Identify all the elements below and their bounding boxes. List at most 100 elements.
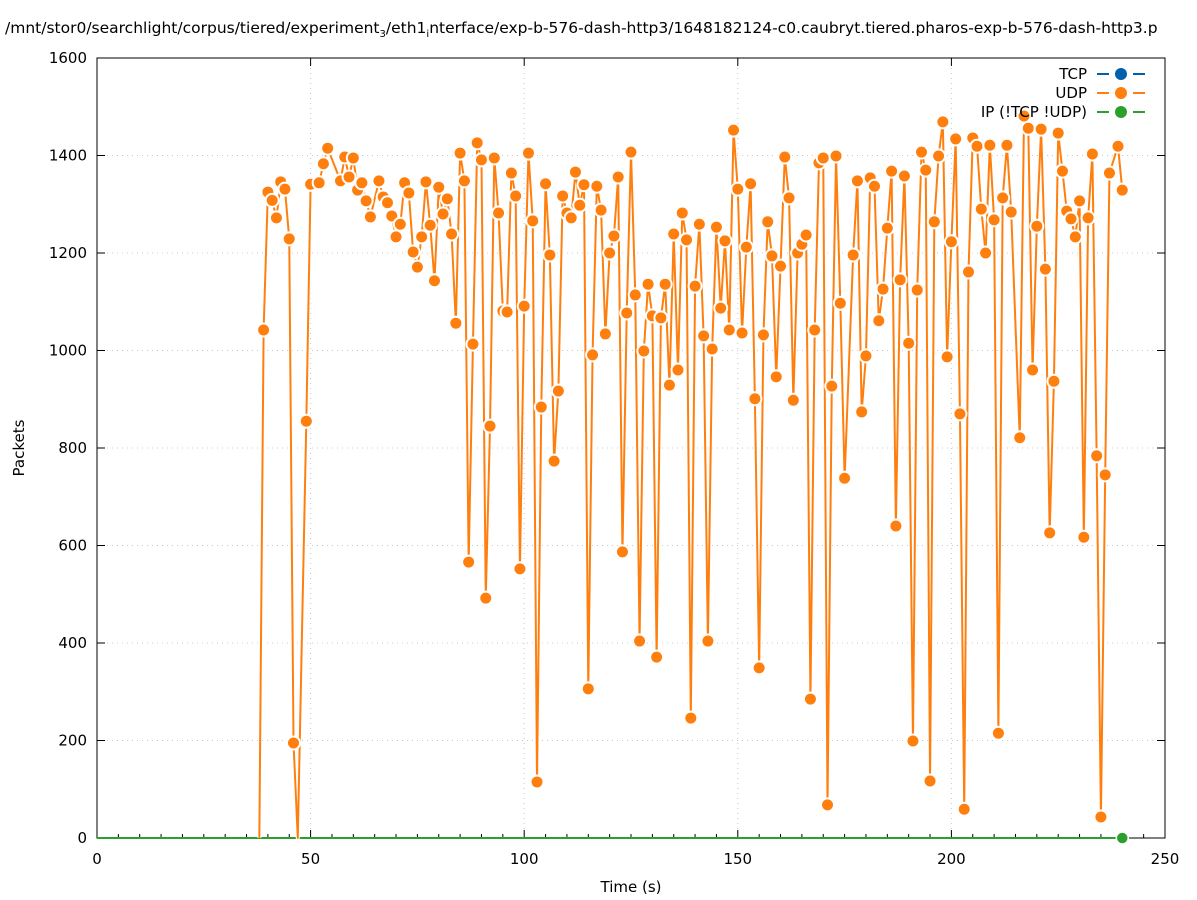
- udp-data-point: [580, 681, 596, 697]
- udp-data-point: [939, 349, 955, 365]
- y-tick-label: 1400: [49, 147, 87, 165]
- udp-data-point: [730, 181, 746, 197]
- y-tick-label: 400: [58, 634, 87, 652]
- udp-data-point: [969, 138, 985, 154]
- udp-data-point: [896, 168, 912, 184]
- series-layer: [97, 108, 1130, 845]
- udp-data-point: [653, 310, 669, 326]
- udp-data-point: [315, 156, 331, 172]
- udp-data-point: [486, 150, 502, 166]
- udp-data-point: [452, 145, 468, 161]
- udp-data-point: [832, 295, 848, 311]
- udp-data-point: [999, 137, 1015, 153]
- udp-data-point: [1067, 229, 1083, 245]
- udp-data-point: [491, 205, 507, 221]
- udp-data-point: [768, 369, 784, 385]
- x-tick-label: 150: [723, 850, 752, 868]
- udp-data-point: [888, 518, 904, 534]
- udp-data-point: [1076, 529, 1092, 545]
- udp-data-point: [482, 418, 498, 434]
- udp-data-point: [1101, 165, 1117, 181]
- udp-data-point: [884, 163, 900, 179]
- udp-data-point: [401, 185, 417, 201]
- udp-data-point: [943, 234, 959, 250]
- y-tick-label: 1000: [49, 342, 87, 360]
- udp-data-point: [444, 226, 460, 242]
- udp-data-point: [640, 276, 656, 292]
- udp-data-point: [345, 150, 361, 166]
- y-tick-label: 1200: [49, 244, 87, 262]
- udp-data-point: [610, 169, 626, 185]
- x-tick-label: 100: [510, 850, 539, 868]
- udp-data-point: [717, 233, 733, 249]
- udp-data-point: [713, 300, 729, 316]
- udp-data-point: [533, 399, 549, 415]
- udp-data-point: [469, 135, 485, 151]
- udp-data-point: [871, 313, 887, 329]
- udp-data-point: [264, 192, 280, 208]
- udp-data-point: [388, 229, 404, 245]
- udp-data-point: [1110, 138, 1126, 154]
- udp-data-point: [422, 217, 438, 233]
- udp-data-point: [734, 325, 750, 341]
- ip-data-point: [1115, 831, 1130, 845]
- udp-data-point: [978, 245, 994, 261]
- y-tick-label: 600: [58, 537, 87, 555]
- udp-data-point: [567, 164, 583, 180]
- udp-data-point: [849, 173, 865, 189]
- udp-data-point: [503, 165, 519, 181]
- title-part: nterface/exp-b-576-dash-http3/1648182124…: [429, 19, 1158, 37]
- title-part: /eth1: [385, 19, 427, 37]
- udp-data-point: [1114, 182, 1130, 198]
- udp-data-point: [922, 773, 938, 789]
- udp-data-point: [781, 190, 797, 206]
- udp-data-point: [379, 195, 395, 211]
- udp-data-point: [679, 232, 695, 248]
- udp-data-point: [354, 175, 370, 191]
- udp-data-point: [286, 735, 302, 751]
- udp-data-point: [1080, 210, 1096, 226]
- udp-data-point: [909, 282, 925, 298]
- udp-data-point: [777, 149, 793, 165]
- udp-data-point: [751, 660, 767, 676]
- legend-marker: [1115, 68, 1127, 80]
- udp-data-point: [465, 336, 481, 352]
- udp-data-point: [627, 287, 643, 303]
- udp-data-point: [875, 281, 891, 297]
- udp-data-point: [1072, 193, 1088, 209]
- udp-data-point: [546, 453, 562, 469]
- udp-data-point: [602, 245, 618, 261]
- udp-data-point: [1054, 163, 1070, 179]
- udp-data-point: [687, 278, 703, 294]
- udp-data-point: [785, 392, 801, 408]
- udp-data-point: [1084, 146, 1100, 162]
- udp-data-point: [802, 691, 818, 707]
- udp-data-point: [743, 176, 759, 192]
- udp-data-point: [1012, 430, 1028, 446]
- y-tick-label: 1600: [49, 49, 87, 67]
- udp-data-point: [461, 554, 477, 570]
- udp-data-point: [807, 322, 823, 338]
- udp-data-point: [311, 175, 327, 191]
- title-subscript: i: [426, 29, 430, 41]
- title-subscript: 3: [379, 29, 386, 41]
- udp-data-point: [392, 216, 408, 232]
- udp-data-point: [362, 209, 378, 225]
- x-axis-label: Time (s): [600, 878, 662, 896]
- udp-data-point: [747, 391, 763, 407]
- udp-data-point: [614, 544, 630, 560]
- udp-data-point: [341, 169, 357, 185]
- x-tick-label: 50: [301, 850, 320, 868]
- legend-label: UDP: [1055, 84, 1087, 102]
- udp-data-point: [657, 276, 673, 292]
- udp-data-point: [619, 305, 635, 321]
- udp-data-point: [935, 114, 951, 130]
- udp-data-point: [1020, 120, 1036, 136]
- udp-data-point: [670, 362, 686, 378]
- udp-data-point: [867, 178, 883, 194]
- udp-data-point: [760, 214, 776, 230]
- udp-data-point: [1037, 261, 1053, 277]
- udp-data-point: [606, 228, 622, 244]
- udp-data-point: [632, 633, 648, 649]
